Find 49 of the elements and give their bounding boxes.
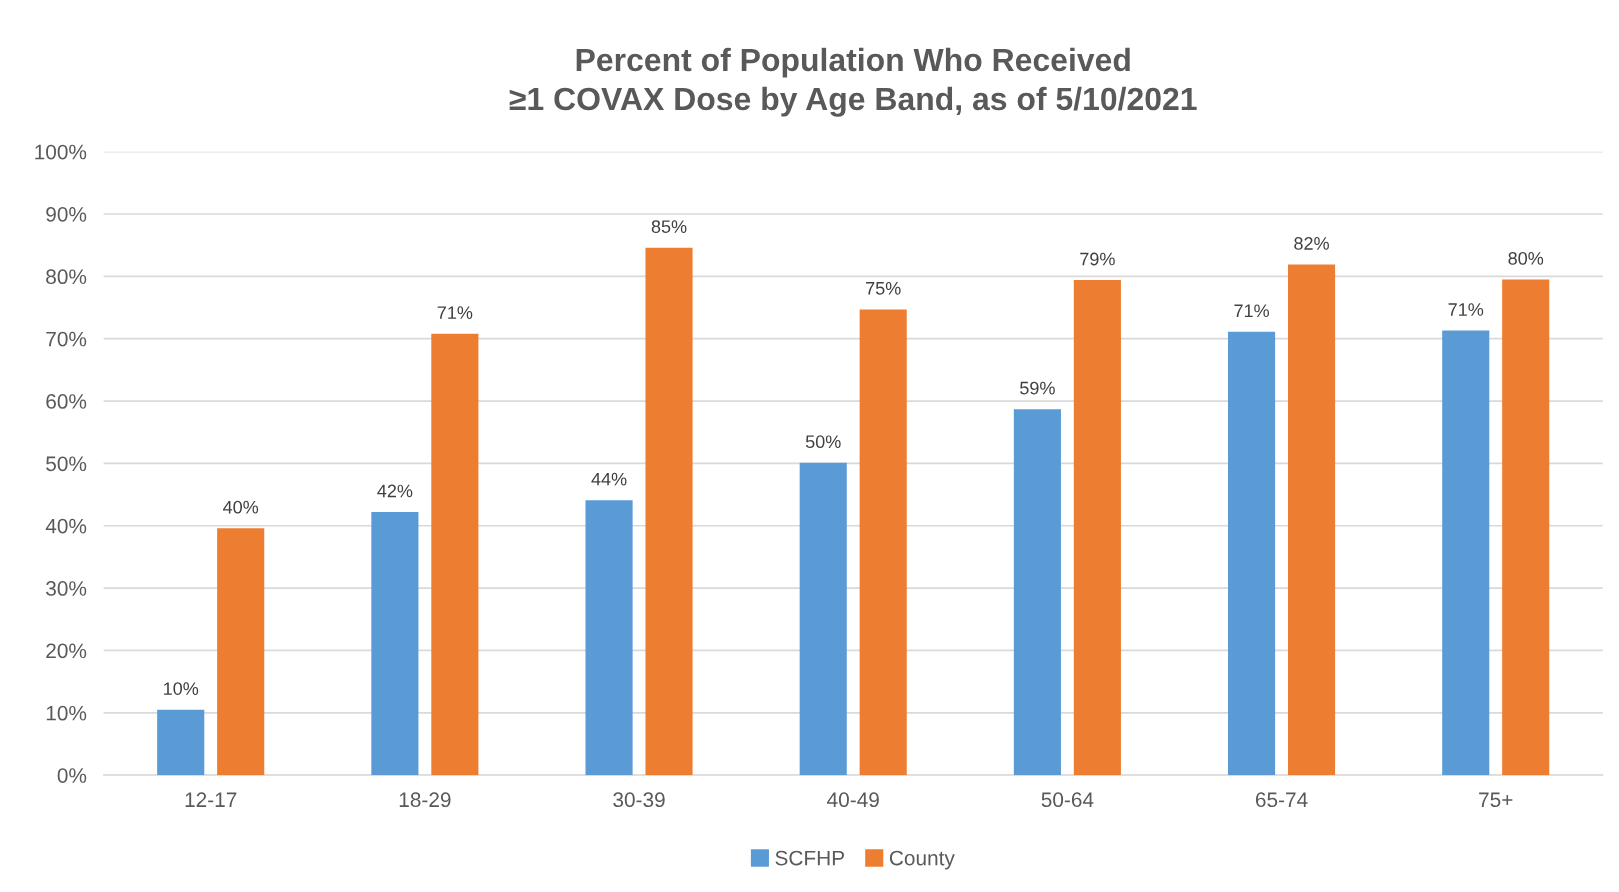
data-label: 80% [1508,251,1544,265]
bar [645,247,693,776]
y-tick-label: 20% [46,643,87,659]
bar [431,333,479,776]
x-tick-label: 18-29 [399,792,451,808]
bar [585,500,633,776]
y-tick-label: 60% [46,394,87,409]
y-tick-label: 0% [57,768,87,783]
x-tick-label: 50-64 [1041,792,1094,808]
legend-label: SCFHP [775,850,844,866]
x-tick-label: 12-17 [185,792,237,807]
bar [799,462,847,776]
x-tick-label: 65-74 [1255,792,1308,808]
y-tick-label: 100% [35,144,87,160]
y-tick-label: 90% [46,206,87,222]
data-label: 79% [1080,252,1115,266]
bar [1442,330,1490,776]
chart-title: Percent of Population Who Received ≥1 COVAX Dose by Age Band, as of 5/10/2021 [509,47,1197,117]
data-label: 44% [591,472,627,486]
data-label: 59% [1020,381,1055,395]
bar [217,528,265,776]
x-tick-label: 75+ [1479,792,1513,808]
data-label: 71% [1234,304,1269,318]
data-label: 71% [1448,303,1484,316]
data-label: 50% [805,435,841,449]
y-tick-label: 70% [46,331,87,347]
y-tick-label: 80% [46,269,87,285]
bar [371,512,419,776]
y-tick-label: 30% [46,581,87,596]
data-label: 71% [437,306,473,319]
data-label: 10% [164,682,199,695]
legend-label: County [889,850,955,870]
y-tick-label: 10% [46,705,87,721]
bar [1073,280,1121,776]
bar [859,309,907,776]
data-label: 85% [651,220,687,233]
bar [157,709,205,776]
bar [1287,264,1336,776]
x-tick-label: 40-49 [827,792,879,808]
bar [1502,279,1550,776]
y-tick-label: 40% [45,518,87,534]
bar [1228,331,1276,776]
bar [1013,409,1061,776]
data-label: 82% [1294,237,1329,250]
data-label: 40% [223,500,259,514]
data-label: 75% [866,282,901,295]
x-tick-label: 30-39 [613,792,665,808]
data-label: 42% [377,484,413,498]
y-tick-label: 50% [46,456,87,472]
